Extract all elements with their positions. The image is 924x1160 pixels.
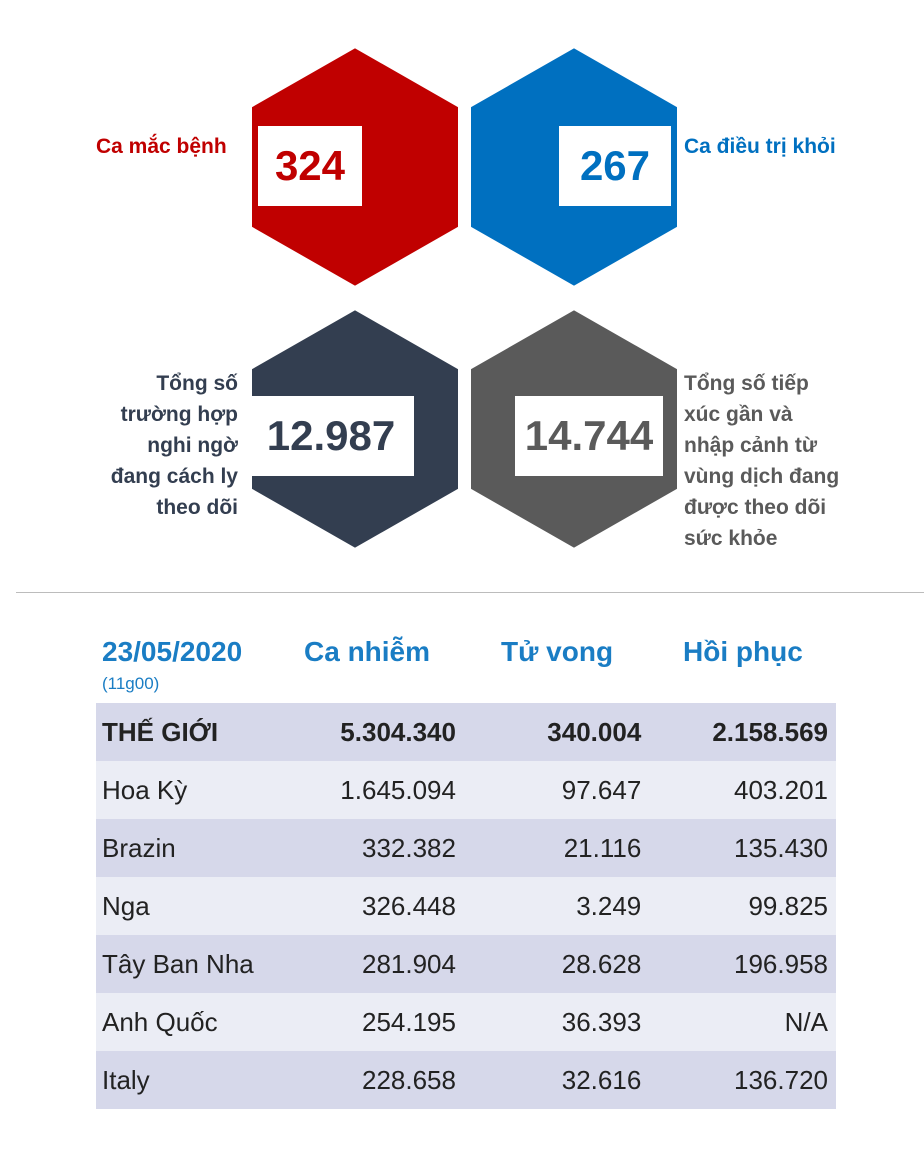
deaths-cell: 340.004 [455, 703, 642, 761]
quarantine-label: Tổng số trường hợp nghi ngờ đang cách ly… [110, 372, 238, 519]
recovered-label: Ca điều trị khỏi [684, 135, 836, 158]
quarantine-value: 12.987 [248, 396, 414, 476]
cases-cell: 254.195 [299, 993, 456, 1051]
cases-cell: 332.382 [299, 819, 456, 877]
cases-label: Ca mắc bệnh [96, 135, 227, 158]
country-cell: Hoa Kỳ [96, 761, 300, 819]
cases-hexagon: 324 [248, 43, 462, 291]
deaths-cell: 3.249 [455, 877, 642, 935]
recovered-value: 267 [559, 126, 671, 206]
deaths-cell: 36.393 [455, 993, 642, 1051]
table-date: 23/05/2020 [102, 636, 243, 667]
deaths-cell: 97.647 [455, 761, 642, 819]
table-row: Tây Ban Nha 281.904 28.628 196.958 [96, 935, 836, 993]
table-row: THẾ GIỚI 5.304.340 340.004 2.158.569 [96, 703, 836, 761]
cases-cell: 228.658 [299, 1051, 456, 1109]
country-cell: Tây Ban Nha [96, 935, 300, 993]
recovered-cell: 136.720 [641, 1051, 836, 1109]
cases-cell: 326.448 [299, 877, 456, 935]
header-cases: Ca nhiễm [304, 636, 431, 667]
quarantine-hexagon: 12.987 [248, 305, 462, 553]
cases-value: 324 [258, 126, 362, 206]
cases-cell: 1.645.094 [299, 761, 456, 819]
table-row: Hoa Kỳ 1.645.094 97.647 403.201 [96, 761, 836, 819]
deaths-cell: 28.628 [455, 935, 642, 993]
recovered-cell: 135.430 [641, 819, 836, 877]
country-cell: Italy [96, 1051, 300, 1109]
world-stats-table: THẾ GIỚI 5.304.340 340.004 2.158.569 Hoa… [96, 703, 836, 1109]
deaths-cell: 32.616 [455, 1051, 642, 1109]
cases-cell: 281.904 [299, 935, 456, 993]
country-cell: Brazin [96, 819, 300, 877]
header-deaths: Tử vong [501, 636, 614, 667]
recovered-cell: 2.158.569 [641, 703, 836, 761]
recovered-cell: 99.825 [641, 877, 836, 935]
recovered-hexagon: 267 [467, 43, 681, 291]
monitoring-label: Tổng số tiếp xúc gần và nhập cảnh từ vùn… [684, 372, 840, 550]
header-recovered: Hồi phục [683, 636, 803, 667]
table-time: (11g00) [102, 674, 160, 693]
table-row: Nga 326.448 3.249 99.825 [96, 877, 836, 935]
recovered-cell: 196.958 [641, 935, 836, 993]
recovered-cell: 403.201 [641, 761, 836, 819]
section-divider [16, 592, 924, 593]
monitoring-hexagon: 14.744 [467, 305, 681, 553]
table-row: Anh Quốc 254.195 36.393 N/A [96, 993, 836, 1051]
table-row: Brazin 332.382 21.116 135.430 [96, 819, 836, 877]
recovered-cell: N/A [641, 993, 836, 1051]
country-cell: Nga [96, 877, 300, 935]
table-row: Italy 228.658 32.616 136.720 [96, 1051, 836, 1109]
cases-cell: 5.304.340 [299, 703, 456, 761]
deaths-cell: 21.116 [455, 819, 642, 877]
monitoring-value: 14.744 [515, 396, 663, 476]
country-cell: Anh Quốc [96, 993, 300, 1051]
country-cell: THẾ GIỚI [96, 703, 300, 761]
